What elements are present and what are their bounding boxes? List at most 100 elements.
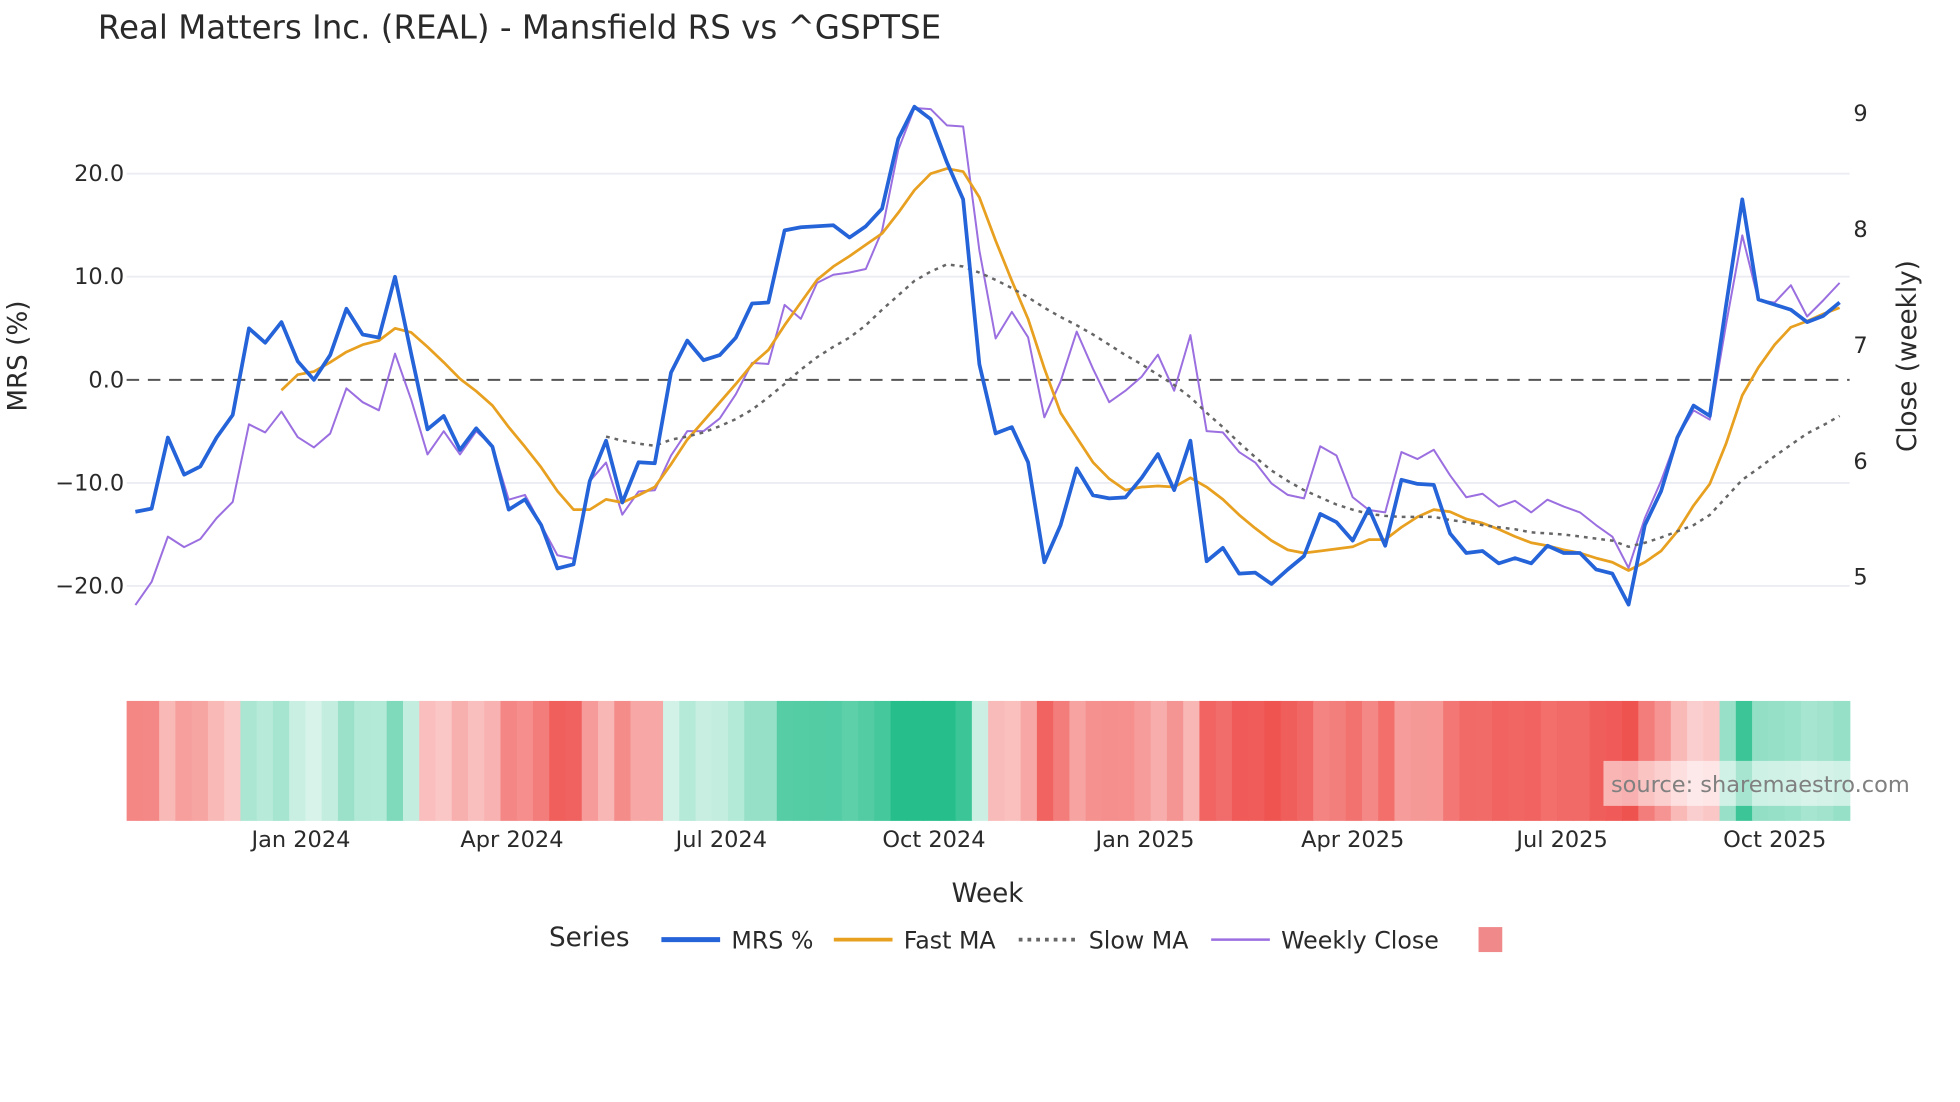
heat-cell <box>1150 700 1168 821</box>
heat-cell <box>1313 700 1331 821</box>
series-line-mrs <box>135 104 1841 607</box>
heat-cell <box>1361 700 1379 821</box>
heat-cell <box>906 700 924 821</box>
legend: Series MRS % Fast MA Slow MA Weekly Close <box>549 923 1503 954</box>
x-tick-label: Oct 2025 <box>1723 827 1826 853</box>
heat-cell <box>1557 700 1575 821</box>
y-tick-label: 20.0 <box>74 161 124 187</box>
heat-cell <box>533 700 551 821</box>
heat-cell <box>793 700 811 821</box>
heat-cell <box>1199 700 1217 821</box>
x-tick-label: Apr 2024 <box>460 827 563 853</box>
heat-cell <box>581 700 599 821</box>
heat-cell <box>1004 700 1022 821</box>
heat-cell <box>923 700 941 821</box>
y2-tick-label: 9 <box>1853 101 1867 127</box>
heat-cell <box>1443 700 1461 821</box>
heat-cell <box>500 700 518 821</box>
legend-label[interactable]: Weekly Close <box>1281 926 1439 954</box>
heat-cell <box>955 700 973 821</box>
y2-tick-label: 7 <box>1853 333 1867 359</box>
x-tick-label: Jan 2025 <box>1093 827 1194 853</box>
heat-cell <box>1215 700 1233 821</box>
y-tick-label: −20.0 <box>55 573 124 599</box>
heat-cell <box>1134 700 1152 821</box>
heat-cell <box>191 700 209 821</box>
legend-label[interactable]: Fast MA <box>904 926 997 954</box>
heat-cell <box>1345 700 1363 821</box>
heat-cell <box>1492 700 1510 821</box>
heat-cell <box>321 700 339 821</box>
x-axis-title: Week <box>952 879 1025 909</box>
heat-cell <box>467 700 485 821</box>
x-tick-label: Jul 2025 <box>1514 827 1607 853</box>
heat-cell <box>1280 700 1298 821</box>
y2-axis-title: Close (weekly) <box>1893 260 1923 452</box>
heat-cell <box>809 700 827 821</box>
y2-tick-label: 5 <box>1853 565 1867 591</box>
heat-cell <box>142 700 160 821</box>
legend-title: Series <box>549 923 630 953</box>
heat-cell <box>663 700 681 821</box>
heat-cell <box>516 700 534 821</box>
heat-cell <box>354 700 372 821</box>
heat-cell <box>614 700 632 821</box>
heat-cell <box>1459 700 1477 821</box>
heat-cell <box>224 700 242 821</box>
heat-cell <box>711 700 729 821</box>
heat-cell <box>728 700 746 821</box>
heat-cell <box>1020 700 1038 821</box>
x-tick-label: Jul 2024 <box>674 827 767 853</box>
heat-cell <box>874 700 892 821</box>
heat-cell <box>272 700 290 821</box>
heat-cell <box>1394 700 1412 821</box>
heat-cell <box>240 700 258 821</box>
heat-cell <box>1410 700 1428 821</box>
heat-cell <box>1426 700 1444 821</box>
y2-tick-label: 6 <box>1853 449 1867 475</box>
heat-cell <box>207 700 225 821</box>
heat-cell <box>1296 700 1314 821</box>
heat-cell <box>549 700 567 821</box>
y2-tick-label: 8 <box>1853 217 1867 243</box>
y-axis-ticks: 20.0 10.0 0.0 −10.0 −20.0 <box>55 161 124 599</box>
heat-cell <box>337 700 355 821</box>
heat-cell <box>1573 700 1591 821</box>
x-axis-ticks: Jan 2024 Apr 2024 Jul 2024 Oct 2024 Jan 2025… <box>249 827 1826 853</box>
heat-cell <box>1524 700 1542 821</box>
heat-cell <box>1069 700 1087 821</box>
legend-label[interactable]: Slow MA <box>1089 926 1190 954</box>
heat-cell <box>825 700 843 821</box>
heat-cell <box>1329 700 1347 821</box>
chart-title: Real Matters Inc. (REAL) - Mansfield RS … <box>98 9 941 47</box>
heat-cell <box>402 700 420 821</box>
heat-strip <box>126 700 1851 821</box>
heat-cell <box>630 700 648 821</box>
heat-cell <box>679 700 697 821</box>
heat-cell <box>451 700 469 821</box>
heat-cell <box>419 700 437 821</box>
heat-cell <box>159 700 177 821</box>
heat-cell <box>1101 700 1119 821</box>
heat-cell <box>435 700 453 821</box>
heat-cell <box>776 700 794 821</box>
heat-cell <box>126 700 144 821</box>
heat-cell <box>598 700 616 821</box>
heat-cell <box>760 700 778 821</box>
legend-swatch-heat-strip[interactable] <box>1478 927 1503 953</box>
heat-cell <box>744 700 762 821</box>
x-tick-label: Jan 2024 <box>249 827 350 853</box>
heat-cell <box>1036 700 1054 821</box>
heat-cell <box>289 700 307 821</box>
heat-cell <box>971 700 989 821</box>
legend-label[interactable]: MRS % <box>731 926 813 954</box>
x-tick-label: Apr 2025 <box>1301 827 1404 853</box>
heat-cell <box>1540 700 1558 821</box>
heat-cell <box>1508 700 1526 821</box>
y-tick-label: −10.0 <box>55 470 124 496</box>
heat-cell <box>370 700 388 821</box>
watermark-text: source: sharemaestro.com <box>1611 772 1910 798</box>
heat-cell <box>1085 700 1103 821</box>
heat-cell <box>890 700 908 821</box>
